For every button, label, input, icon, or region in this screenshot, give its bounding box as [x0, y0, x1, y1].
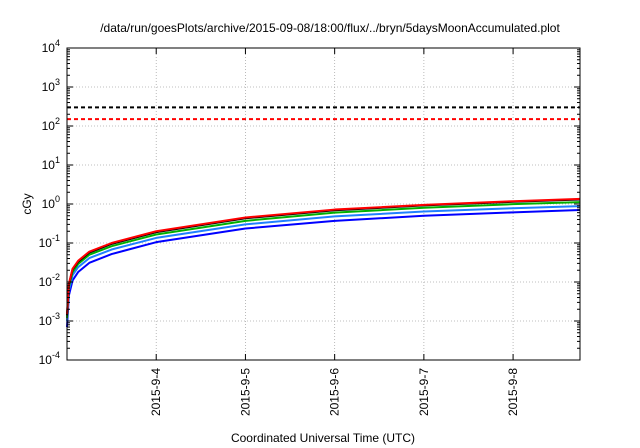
y-tick-label: 103	[42, 77, 60, 94]
series-line	[66, 205, 581, 322]
series-line	[66, 201, 581, 318]
series-line	[66, 209, 581, 328]
y-tick-label: 10-1	[39, 233, 60, 250]
x-tick-label: 2015-9-5	[238, 368, 252, 416]
data-series	[66, 197, 581, 328]
y-tick-label: 10-4	[39, 350, 60, 367]
y-tick-label: 104	[42, 38, 60, 55]
x-tick-label: 2015-9-6	[328, 368, 342, 416]
reference-lines	[67, 106, 580, 121]
y-axis-label: cGy	[20, 193, 34, 214]
x-tick-label: 2015-9-7	[417, 368, 431, 416]
y-tick-label: 10-2	[39, 272, 60, 289]
y-axis-ticks: 10-4 10-3 10-2 10-1 100 101 102 103 104	[39, 38, 580, 367]
y-tick-label: 102	[42, 116, 60, 133]
y-tick-label: 10-3	[39, 311, 60, 328]
x-axis-ticks: 2015-9-4 2015-9-5 2015-9-6 2015-9-7 2015-9-8	[149, 48, 520, 416]
x-tick-label: 2015-9-8	[506, 368, 520, 416]
y-tick-label: 100	[42, 194, 60, 211]
chart-title: /data/run/goesPlots/archive/2015-09-08/1…	[100, 21, 560, 35]
series-line	[66, 197, 581, 315]
y-tick-label: 101	[42, 155, 60, 172]
x-tick-label: 2015-9-4	[149, 368, 163, 416]
x-axis-label: Coordinated Universal Time (UTC)	[231, 431, 415, 445]
